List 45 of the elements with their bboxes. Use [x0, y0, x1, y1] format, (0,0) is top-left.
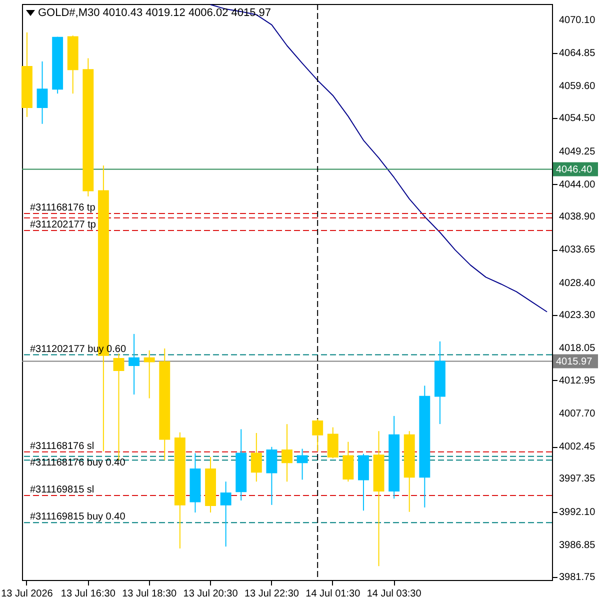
ref-line-label: #311169815 sl — [30, 484, 94, 496]
y-tick-label: 4028.40 — [559, 278, 596, 289]
candlestick — [342, 441, 354, 482]
candlestick — [220, 481, 232, 548]
ref-line-label: #311168176 sl — [30, 440, 94, 452]
candlestick — [250, 432, 262, 482]
y-tick-label: 4038.90 — [559, 212, 596, 223]
ref-line-label: #311202177 tp — [30, 219, 96, 230]
candlestick — [312, 418, 324, 452]
y-tick-label: 4070.10 — [559, 14, 596, 26]
candlestick — [296, 448, 308, 480]
ref-line-label: 4015.97 — [556, 356, 593, 368]
y-tick-label: 4023.30 — [559, 310, 596, 322]
x-tick-label: 14 Jul 03:30 — [366, 588, 422, 600]
candlestick — [266, 446, 278, 506]
y-tick-label: 4049.25 — [559, 146, 596, 158]
y-tick-label: 4033.65 — [559, 244, 596, 256]
x-tick-label: 13 Jul 20:30 — [183, 588, 238, 600]
x-tick-label: 13 Jul 2026 — [1, 588, 54, 600]
candlestick — [36, 60, 48, 124]
y-tick-label: 3997.35 — [559, 474, 596, 485]
candlestick — [128, 333, 140, 396]
y-tick-label: 4064.85 — [559, 48, 596, 59]
candlestick — [144, 350, 155, 399]
y-tick-label: 4007.70 — [559, 408, 596, 420]
y-tick-label: 3981.75 — [559, 572, 596, 584]
ref-line-label: #311168176 tp — [30, 202, 96, 214]
candlestick — [358, 453, 369, 512]
ref-line-label: #311168176 buy 0.40 — [30, 457, 126, 468]
x-tick-label: 13 Jul 22:30 — [244, 588, 300, 600]
y-tick-label: 4018.05 — [559, 343, 596, 354]
y-tick-label: 3986.85 — [559, 540, 596, 551]
y-tick-label: 3992.10 — [559, 506, 596, 518]
x-tick-label: 14 Jul 01:30 — [306, 588, 361, 600]
y-tick-label: 4002.45 — [559, 442, 596, 453]
x-tick-label: 13 Jul 18:30 — [122, 588, 178, 600]
y-tick-label: 4059.60 — [559, 81, 596, 92]
candlestick — [282, 424, 292, 482]
ref-line-label: 4046.40 — [556, 164, 593, 176]
x-tick-label: 13 Jul 16:30 — [60, 588, 116, 600]
y-tick-label: 4044.00 — [559, 179, 596, 190]
y-tick-label: 4012.95 — [559, 375, 596, 386]
candlestick — [327, 426, 338, 459]
ref-line-label: #311169815 buy 0.40 — [30, 512, 126, 523]
y-tick-label: 4054.50 — [559, 113, 596, 124]
